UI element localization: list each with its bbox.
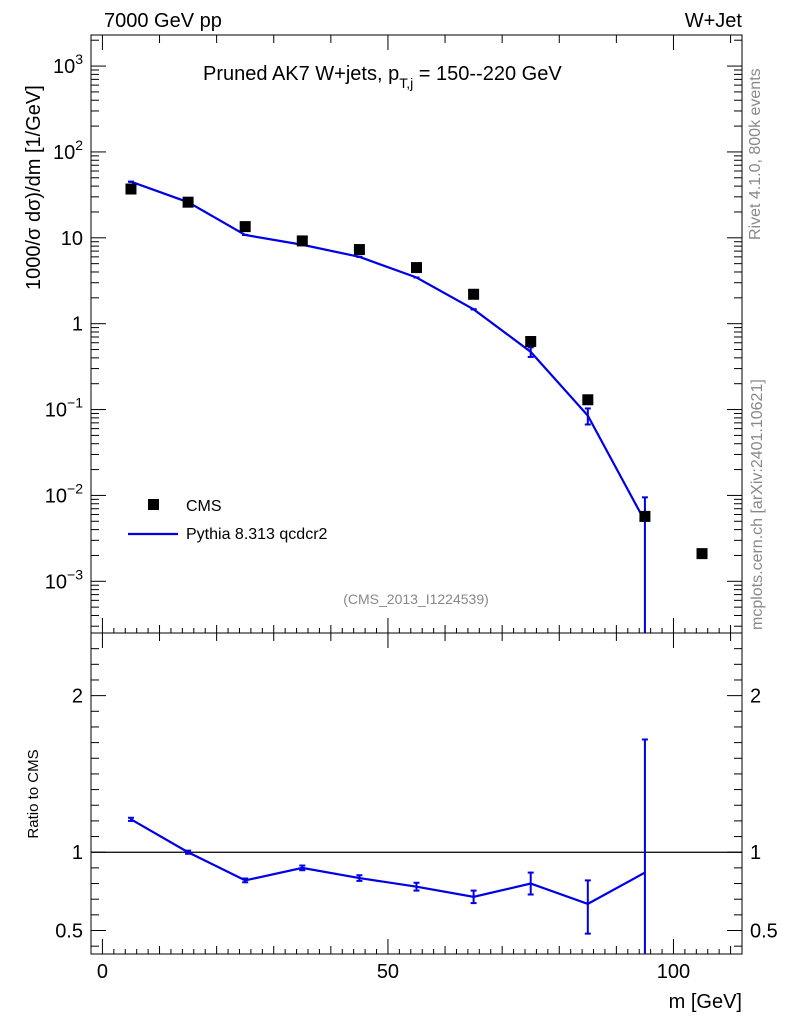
main-title-text: Pruned AK7 W+jets, p (203, 63, 399, 85)
main-title: Pruned AK7 W+jets, pT,j = 150--220 GeV (203, 63, 562, 91)
cms-point (696, 548, 708, 560)
ratio-frame (90, 632, 743, 955)
main-ytick-exp: −1 (67, 395, 83, 411)
main-title-sub: T,j (399, 75, 413, 91)
ratio-axes: 0 50 100 0.5 0.5 1 1 2 2 (55, 633, 778, 983)
legend-label-cms: CMS (186, 498, 222, 515)
main-ytick-base: 1 (72, 314, 83, 336)
main-ytick-base: 10 (45, 571, 67, 593)
cms-point (582, 394, 594, 406)
main-ytick-label: 10−3 (45, 566, 83, 593)
main-ytick-label: 103 (53, 51, 83, 78)
cms-point (468, 288, 480, 300)
analysis-watermark: (CMS_2013_I1224539) (343, 591, 489, 607)
main-ytick-label: 10−1 (45, 395, 83, 422)
legend-marker-cms (148, 499, 159, 510)
main-title-tail: = 150--220 GeV (413, 63, 562, 85)
cms-point (296, 235, 308, 247)
main-ytick-exp: −3 (67, 566, 83, 582)
main-ytick-exp: 3 (75, 51, 83, 67)
ratio-ytick-label-left: 1 (72, 842, 83, 864)
main-ytick-base: 10 (45, 485, 67, 507)
legend-label-pythia: Pythia 8.313 qcdcr2 (186, 526, 328, 543)
main-ytick-exp: −2 (67, 480, 83, 496)
main-ytick-label: 10 (61, 228, 83, 250)
ratio-line (130, 818, 646, 906)
main-ytick-label: 1 (72, 314, 83, 336)
main-ytick-label: 102 (53, 137, 83, 164)
mcplots-label: mcplots.cern.ch [arXiv:2401.10621] (749, 379, 766, 630)
main-ytick-base: 10 (61, 228, 83, 250)
pythia-line (130, 180, 646, 522)
ratio-ytick-label-right: 1 (750, 842, 761, 864)
x-tick-label: 50 (377, 961, 399, 983)
cms-point (353, 244, 365, 256)
main-ytick-base: 10 (53, 56, 75, 78)
cms-point (239, 221, 251, 233)
main-ytick-label: 10−2 (45, 480, 83, 507)
ratio-ytick-label-left: 2 (72, 686, 83, 708)
ratio-panel: 0 50 100 0.5 0.5 1 1 2 2 Ratio to CMS m [GeV] (25, 632, 778, 1013)
cms-point (182, 196, 194, 208)
main-ytick-base: 10 (53, 142, 75, 164)
cms-point (125, 183, 137, 195)
x-tick-label: 100 (657, 961, 690, 983)
header-left: 7000 GeV pp (104, 10, 222, 32)
ratio-ytick-label-left: 0.5 (55, 921, 83, 943)
ratio-ytick-label-right: 0.5 (750, 921, 778, 943)
legend: CMS Pythia 8.313 qcdcr2 (128, 498, 328, 543)
x-tick-label: 0 (97, 961, 108, 983)
main-ylabel: 1000/σ dσ)/dm [1/GeV] (23, 85, 45, 290)
header-right: W+Jet (685, 10, 743, 32)
main-ytick-base: 10 (45, 400, 67, 422)
x-axis-label: m [GeV] (669, 991, 742, 1013)
cms-point (639, 510, 651, 522)
main-series (125, 180, 708, 633)
main-ytick-exp: 2 (75, 137, 83, 153)
cms-point (525, 336, 537, 348)
ratio-ylabel: Ratio to CMS (25, 749, 42, 838)
rivet-label: Rivet 4.1.0, 800k events (747, 68, 764, 240)
ratio-series (127, 738, 648, 954)
ratio-ytick-label-right: 2 (750, 686, 761, 708)
cms-point (411, 262, 422, 274)
